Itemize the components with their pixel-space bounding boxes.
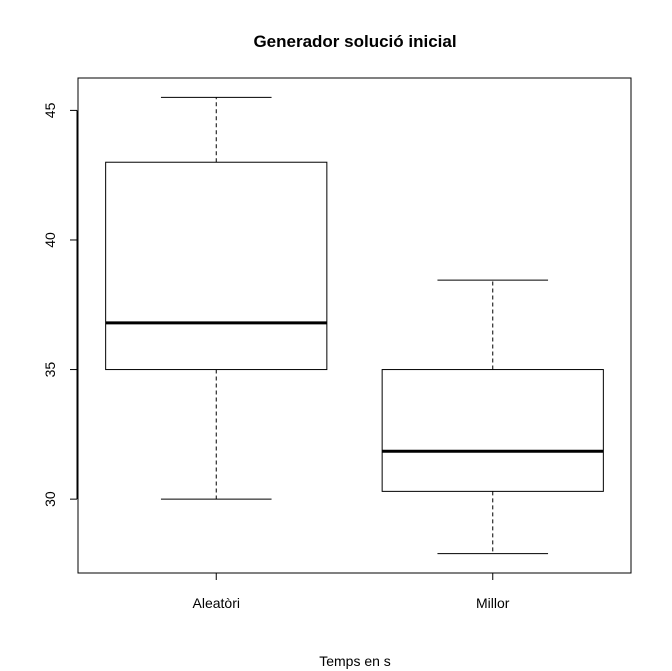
- y-tick-label: 45: [42, 102, 58, 118]
- box: [381, 369, 604, 492]
- x-axis: Aleatòri Millor: [193, 573, 510, 611]
- x-tick-label: Millor: [476, 595, 510, 611]
- box: [105, 161, 328, 371]
- chart-title: Generador solució inicial: [253, 32, 456, 51]
- y-tick-label: 30: [42, 491, 58, 507]
- y-axis: 30 35 40 45: [42, 102, 78, 507]
- y-tick-label: 35: [42, 362, 58, 378]
- x-axis-label: Temps en s: [319, 653, 391, 669]
- x-tick-label: Aleatòri: [193, 595, 240, 611]
- plot-frame: [77, 77, 632, 574]
- y-tick-label: 40: [42, 232, 58, 248]
- boxes-layer: [105, 96, 604, 555]
